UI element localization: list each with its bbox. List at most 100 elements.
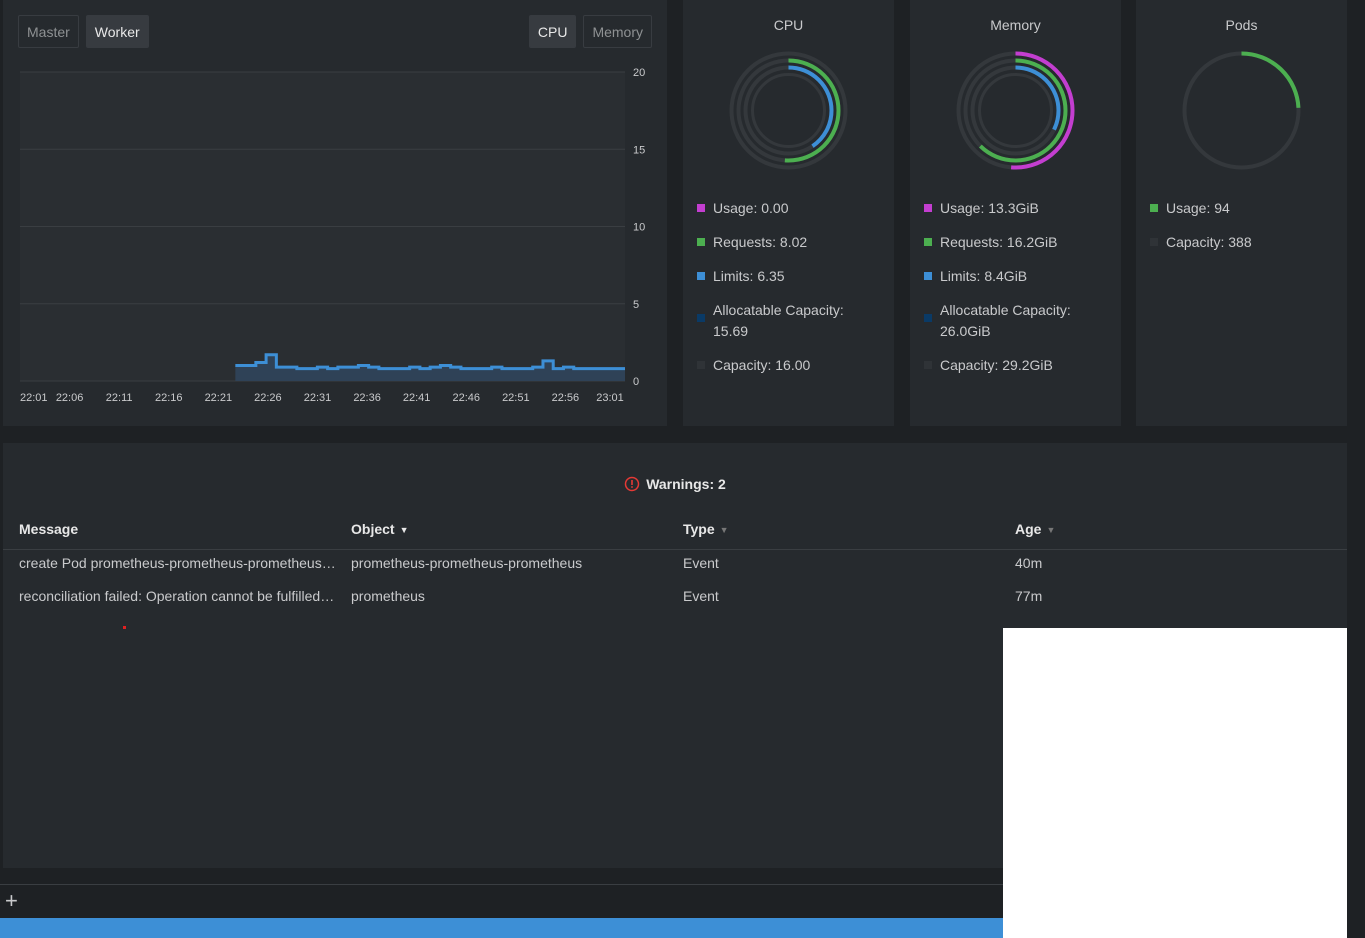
cpu-bar <box>420 367 430 370</box>
cpu-bar <box>594 367 604 370</box>
cpu-bar <box>307 367 317 370</box>
tab-cpu[interactable]: CPU <box>528 15 577 48</box>
pods-legend: Usage: 94 Capacity: 388 <box>1150 198 1335 266</box>
limits-dot <box>924 272 932 280</box>
cpu-bar <box>297 367 307 370</box>
tab-memory[interactable]: Memory <box>583 15 652 48</box>
memory-legend-capacity: Capacity: 29.2GiB <box>924 355 1109 376</box>
memory-ring-chart <box>956 51 1075 170</box>
cluster-chart-panel: Master Worker CPU Memory 0 5 10 15 20 22:01 2… <box>3 0 667 426</box>
pods-ring-chart <box>1182 51 1301 170</box>
legend-label: Allocatable Capacity: 26.0GiB <box>940 302 1071 339</box>
cpu-bar <box>502 367 512 370</box>
y-tick-label: 10 <box>633 222 645 234</box>
cpu-bar <box>389 367 399 370</box>
allocatable-dot <box>697 314 705 322</box>
cpu-bar <box>553 367 563 370</box>
column-header-age[interactable]: Age ▼ <box>1015 521 1056 537</box>
cpu-bar <box>522 367 532 370</box>
dock-bar: + <box>0 884 1003 919</box>
cpu-bar <box>604 367 614 370</box>
memory-legend-limits: Limits: 8.4GiB <box>924 266 1109 287</box>
legend-label: Usage: 0.00 <box>713 200 789 216</box>
cpu-bar <box>379 367 389 370</box>
limits-dot <box>697 272 705 280</box>
x-tick-label: 22:41 <box>403 392 431 404</box>
legend-label: Usage: 94 <box>1166 200 1230 216</box>
event-type: Event <box>683 555 719 571</box>
events-table-header: Message Object ▼ Type ▼ Age ▼ <box>3 521 1347 550</box>
cpu-bar <box>615 367 625 370</box>
cpu-bar <box>410 366 420 369</box>
cpu-bar <box>492 366 502 369</box>
cpu-bar <box>369 366 379 369</box>
cpu-bar <box>256 361 266 364</box>
legend-label: Requests: 16.2GiB <box>940 234 1058 250</box>
usage-dot <box>1150 204 1158 212</box>
memory-legend-requests: Requests: 16.2GiB <box>924 232 1109 253</box>
ring-track <box>978 73 1053 148</box>
event-age: 40m <box>1015 555 1043 571</box>
tab-master[interactable]: Master <box>18 15 79 48</box>
cpu-series-line <box>235 353 625 371</box>
cpu-bar <box>584 367 594 370</box>
x-tick-label: 22:51 <box>502 392 530 404</box>
y-tick-label: 15 <box>633 144 645 156</box>
cpu-legend-allocatable: Allocatable Capacity: 15.69 <box>697 300 882 342</box>
status-bar <box>0 918 1003 938</box>
add-tab-button[interactable]: + <box>5 888 18 913</box>
usage-arc <box>956 51 1075 170</box>
capacity-dot <box>697 361 705 369</box>
x-tick-label: 22:56 <box>552 392 580 404</box>
warnings-summary: Warnings: 2 <box>3 476 1347 492</box>
requests-dot <box>924 238 932 246</box>
table-row[interactable]: reconciliation failed: Operation cannot … <box>3 588 1347 618</box>
cpu-bar <box>287 366 297 369</box>
pods-legend-capacity: Capacity: 388 <box>1150 232 1335 253</box>
cpu-bar <box>481 367 491 370</box>
limits-arc <box>743 65 834 156</box>
allocatable-dot <box>924 314 932 322</box>
cpu-bar <box>328 367 338 370</box>
event-object[interactable]: prometheus-prometheus-prometheus <box>351 555 583 571</box>
x-tick-label: 22:31 <box>304 392 332 404</box>
legend-label: Limits: 6.35 <box>713 268 785 284</box>
column-header-type[interactable]: Type ▼ <box>683 521 729 537</box>
usage-dot <box>924 204 932 212</box>
node-type-tabs: Master Worker <box>18 15 149 48</box>
memory-title: Memory <box>990 17 1041 33</box>
column-header-message[interactable]: Message <box>19 521 79 537</box>
metric-tabs: CPU Memory <box>528 15 652 48</box>
legend-label: Requests: 8.02 <box>713 234 808 250</box>
cpu-bar <box>533 366 543 369</box>
cpu-bar <box>543 359 553 362</box>
y-tick-label: 20 <box>633 67 645 79</box>
table-row[interactable]: create Pod prometheus-prometheus-prometh… <box>3 555 1347 585</box>
cpu-bar <box>430 366 440 369</box>
cpu-ring-chart <box>729 51 848 170</box>
cpu-bar <box>461 367 471 370</box>
pods-title: Pods <box>1225 17 1258 33</box>
x-tick-label: 22:26 <box>254 392 282 404</box>
legend-label: Capacity: 16.00 <box>713 357 811 373</box>
y-tick-label: 0 <box>633 376 639 388</box>
capacity-dot <box>1150 238 1158 246</box>
x-tick-label: 22:36 <box>353 392 381 404</box>
event-object[interactable]: prometheus <box>351 588 425 604</box>
limits-arc <box>970 65 1061 156</box>
column-header-object[interactable]: Object ▼ <box>351 521 409 537</box>
usage-dot <box>697 204 705 212</box>
tab-worker[interactable]: Worker <box>85 15 149 48</box>
cpu-bar <box>338 366 348 369</box>
pods-legend-usage: Usage: 94 <box>1150 198 1335 219</box>
legend-label: Capacity: 29.2GiB <box>940 357 1053 373</box>
legend-label: Usage: 13.3GiB <box>940 200 1039 216</box>
x-tick-label: 22:01 <box>20 392 48 404</box>
cpu-bar <box>440 364 450 367</box>
cpu-usage-chart: 0 5 10 15 20 22:01 22:06 22:11 22:16 22:21 22:26 2… <box>20 67 645 404</box>
capacity-dot <box>924 361 932 369</box>
cpu-bar <box>512 367 522 370</box>
warning-icon <box>624 476 640 492</box>
memory-legend-allocatable: Allocatable Capacity: 26.0GiB <box>924 300 1109 342</box>
ring-track <box>751 73 826 148</box>
